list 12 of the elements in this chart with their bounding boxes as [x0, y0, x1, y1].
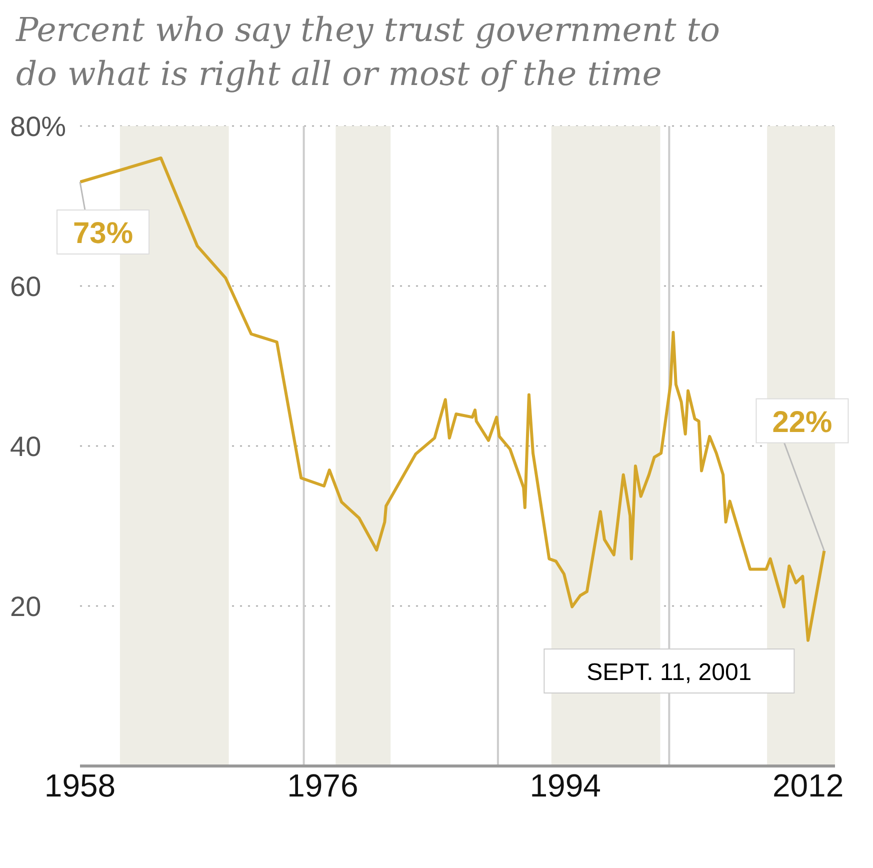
annotation: 22%: [772, 406, 832, 439]
y-tick-label: 20: [10, 590, 42, 622]
x-tick-label: 1958: [44, 768, 116, 804]
x-tick-label: 2012: [772, 768, 844, 804]
y-tick-label: 80%: [10, 110, 66, 142]
annotation: 73%: [72, 217, 134, 250]
y-tick-label: 60: [10, 270, 42, 302]
x-tick-label: 1994: [530, 768, 601, 804]
chart-title: Percent who say they trust government to do what is right all or most of the time: [14, 9, 721, 95]
x-tick-label: 1976: [287, 768, 358, 804]
y-tick-label: 40: [10, 430, 42, 462]
ref-line-label: SEPT. 11, 2001: [586, 659, 752, 686]
